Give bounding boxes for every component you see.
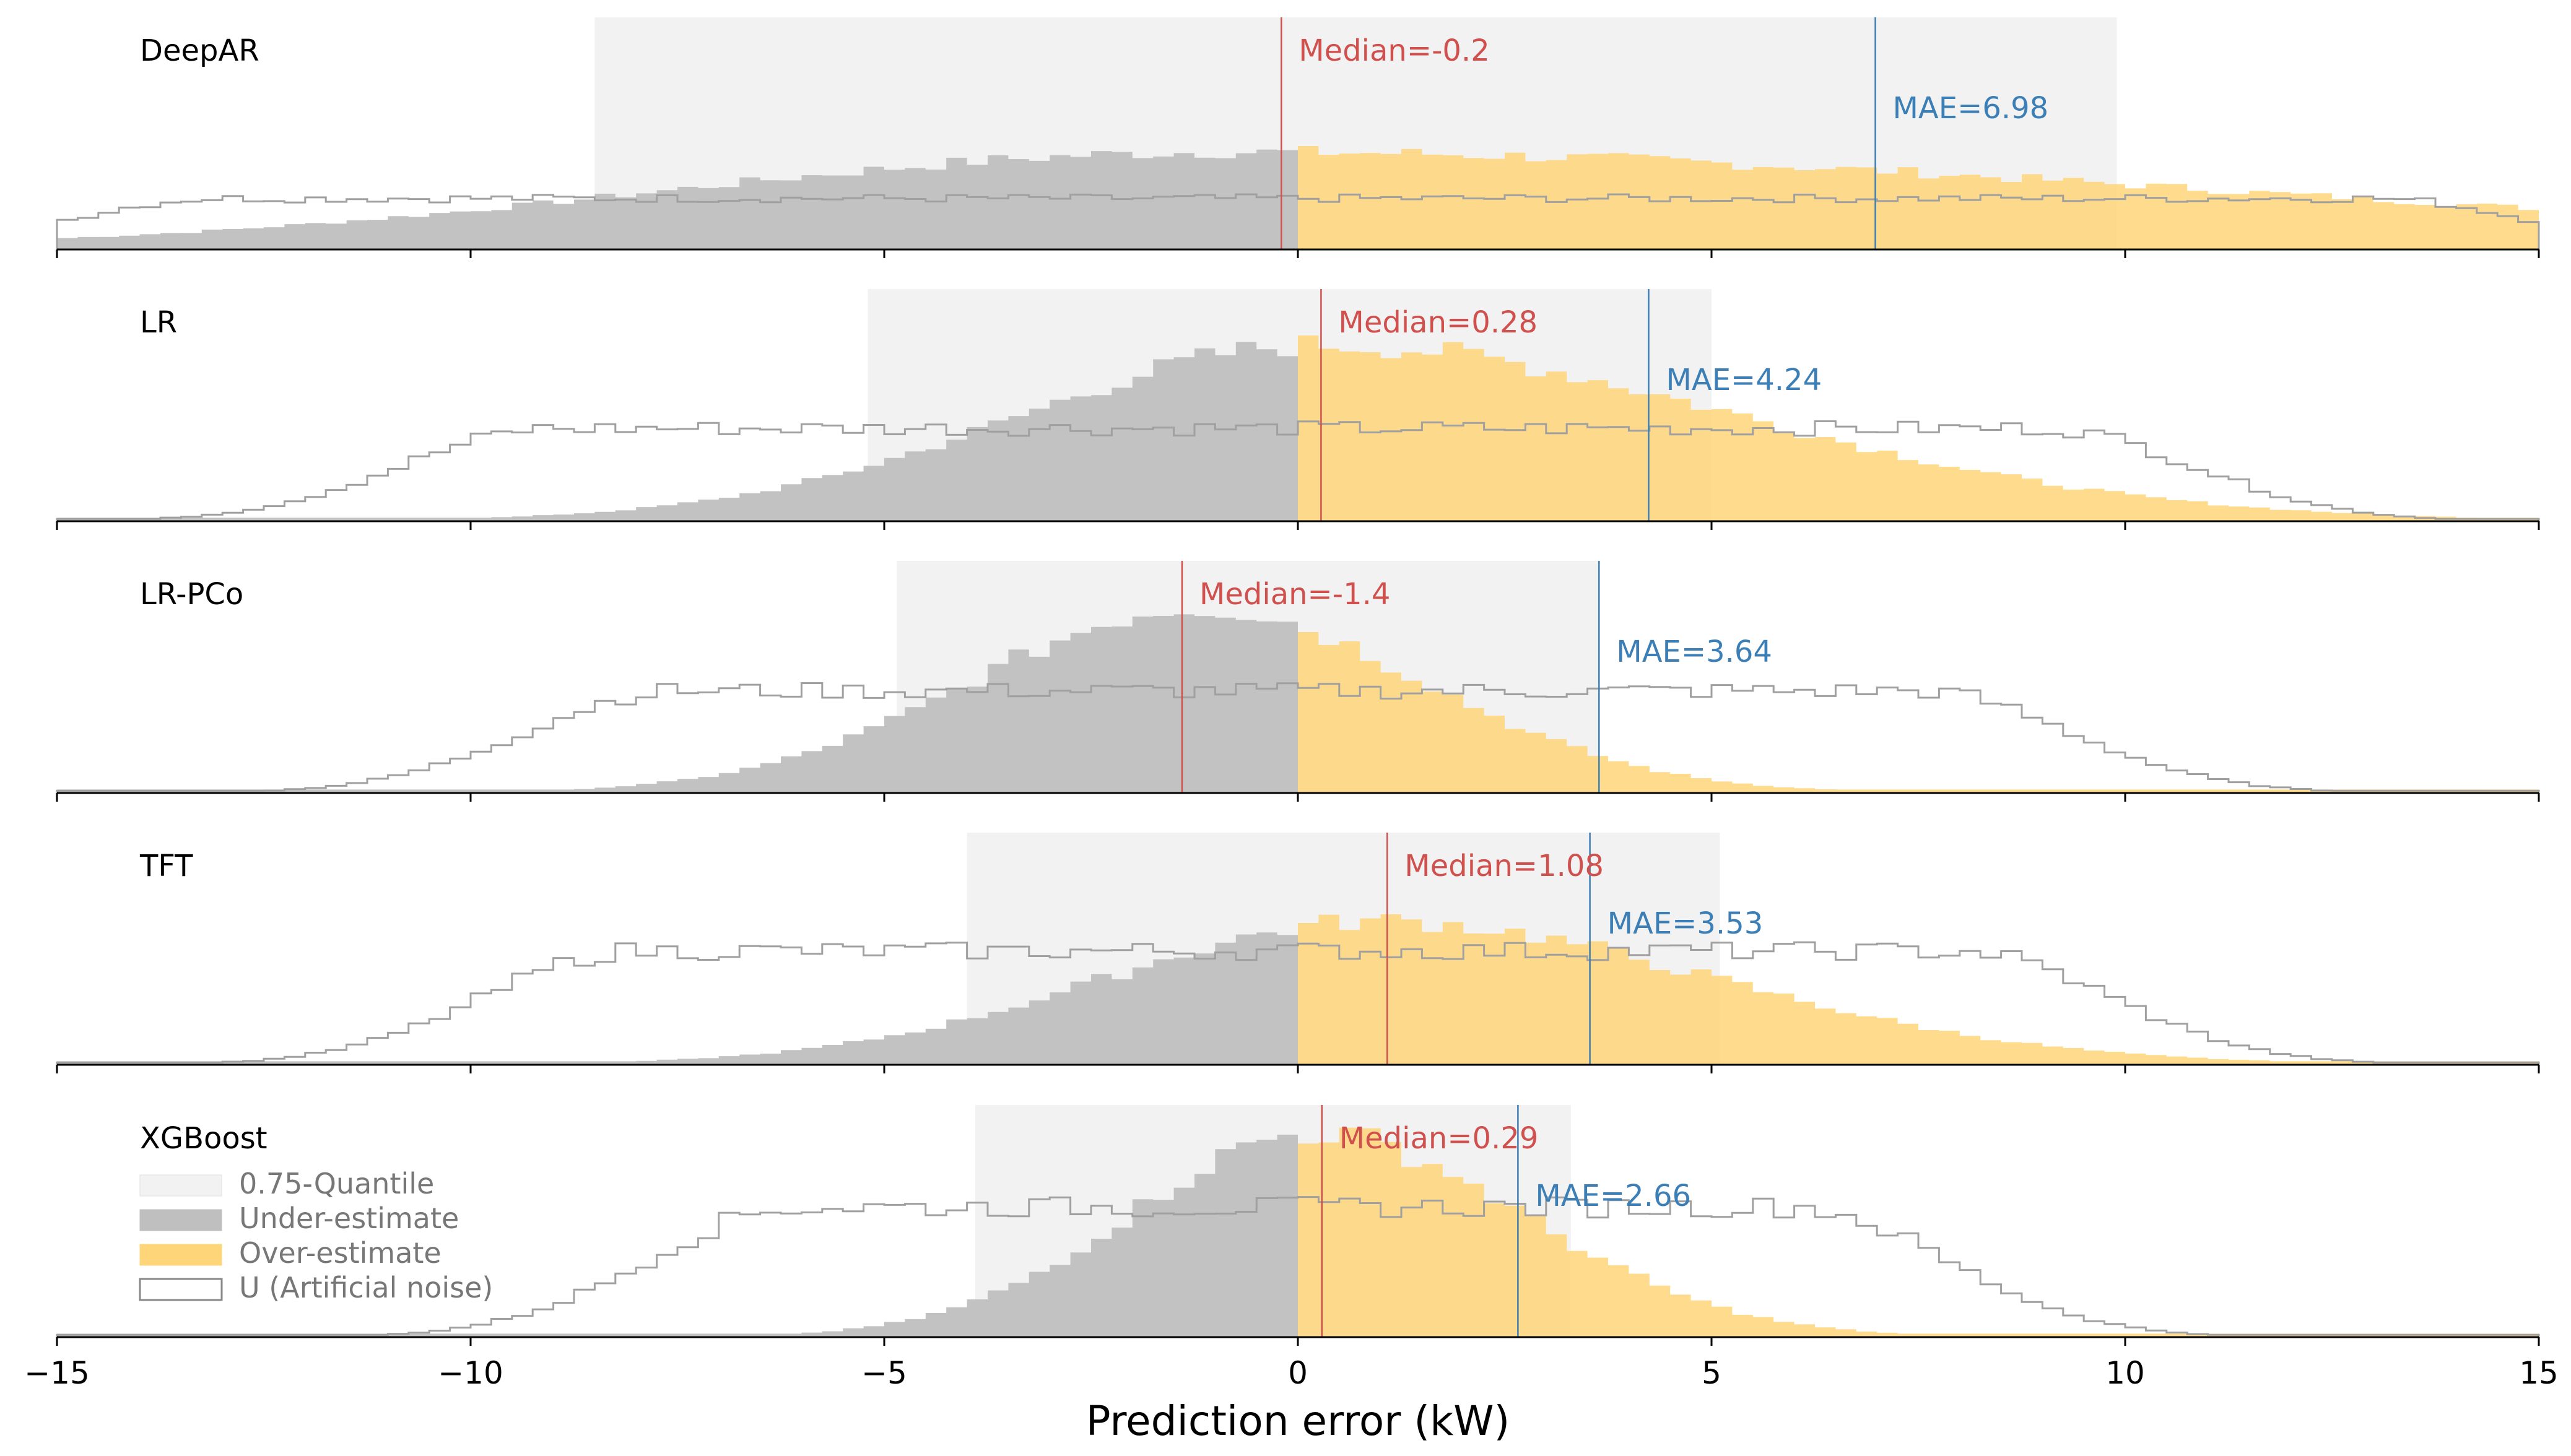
- legend-swatch-over: [139, 1244, 222, 1266]
- x-axis-label: Prediction error (kW): [1086, 1397, 1510, 1445]
- noise-outline: [56, 682, 2540, 793]
- panel-lr-pco: Median=-1.4 MAE=3.64 LR-PCo: [56, 561, 2540, 802]
- legend-swatch-under: [139, 1209, 222, 1231]
- median-label: Median=1.08: [1404, 849, 1604, 883]
- legend-swatch-noise: [139, 1278, 223, 1301]
- model-label: XGBoost: [140, 1121, 268, 1156]
- mae-label: MAE=3.53: [1607, 906, 1764, 941]
- panels: Median=-0.2 MAE=6.98 DeepAR Median=0.28 MAE=…: [56, 17, 2540, 1346]
- panel-lr: Median=0.28 MAE=4.24 LR: [56, 289, 2540, 530]
- legend-label-quantile: 0.75-Quantile: [239, 1167, 434, 1200]
- legend-label-over: Over-estimate: [239, 1236, 442, 1270]
- noise-outline: [56, 193, 2540, 249]
- x-tick-label: 15: [2519, 1355, 2559, 1391]
- under-estimate-bars: [57, 614, 1298, 793]
- x-tick-label: −10: [438, 1355, 503, 1391]
- mae-label: MAE=2.66: [1535, 1179, 1691, 1213]
- x-tick-label: −15: [24, 1355, 90, 1391]
- median-label: Median=-0.2: [1299, 33, 1489, 68]
- legend: 0.75-QuantileUnder-estimateOver-estimate…: [139, 1167, 493, 1304]
- legend-label-noise: U (Artificial noise): [239, 1271, 493, 1304]
- panel-xgboost: Median=0.29 MAE=2.66 XGBoost: [56, 1105, 2540, 1346]
- noise-outline: [56, 1196, 2540, 1337]
- median-label: Median=0.29: [1339, 1121, 1539, 1156]
- under-estimate-bars: [57, 932, 1298, 1065]
- x-axis: −15 −10 −5 0 5 10 15: [24, 1355, 2559, 1391]
- mae-label: MAE=6.98: [1893, 91, 2049, 126]
- mae-label: MAE=3.64: [1616, 635, 1772, 669]
- x-tick-label: 0: [1288, 1355, 1308, 1391]
- over-estimate-bars: [1298, 914, 2539, 1065]
- model-label: LR-PCo: [140, 577, 243, 612]
- mae-label: MAE=4.24: [1666, 363, 1822, 397]
- legend-label-under: Under-estimate: [239, 1202, 459, 1235]
- over-estimate-bars: [1298, 632, 2539, 793]
- model-label: LR: [140, 305, 177, 340]
- under-estimate-bars: [57, 342, 1298, 521]
- noise-outline: [56, 420, 2540, 521]
- under-estimate-bars: [57, 1134, 1298, 1337]
- model-label: TFT: [139, 849, 193, 883]
- x-tick-label: −5: [861, 1355, 907, 1391]
- over-estimate-bars: [1298, 1127, 2539, 1337]
- model-label: DeepAR: [140, 33, 259, 68]
- legend-swatch-quantile: [139, 1174, 222, 1197]
- over-estimate-bars: [1298, 335, 2539, 521]
- median-label: Median=-1.4: [1199, 577, 1390, 612]
- x-tick-label: 5: [1702, 1355, 1721, 1391]
- median-label: Median=0.28: [1338, 305, 1538, 340]
- x-tick-label: 10: [2105, 1355, 2145, 1391]
- noise-outline: [56, 941, 2540, 1065]
- panel-deepar: Median=-0.2 MAE=6.98 DeepAR: [56, 17, 2540, 258]
